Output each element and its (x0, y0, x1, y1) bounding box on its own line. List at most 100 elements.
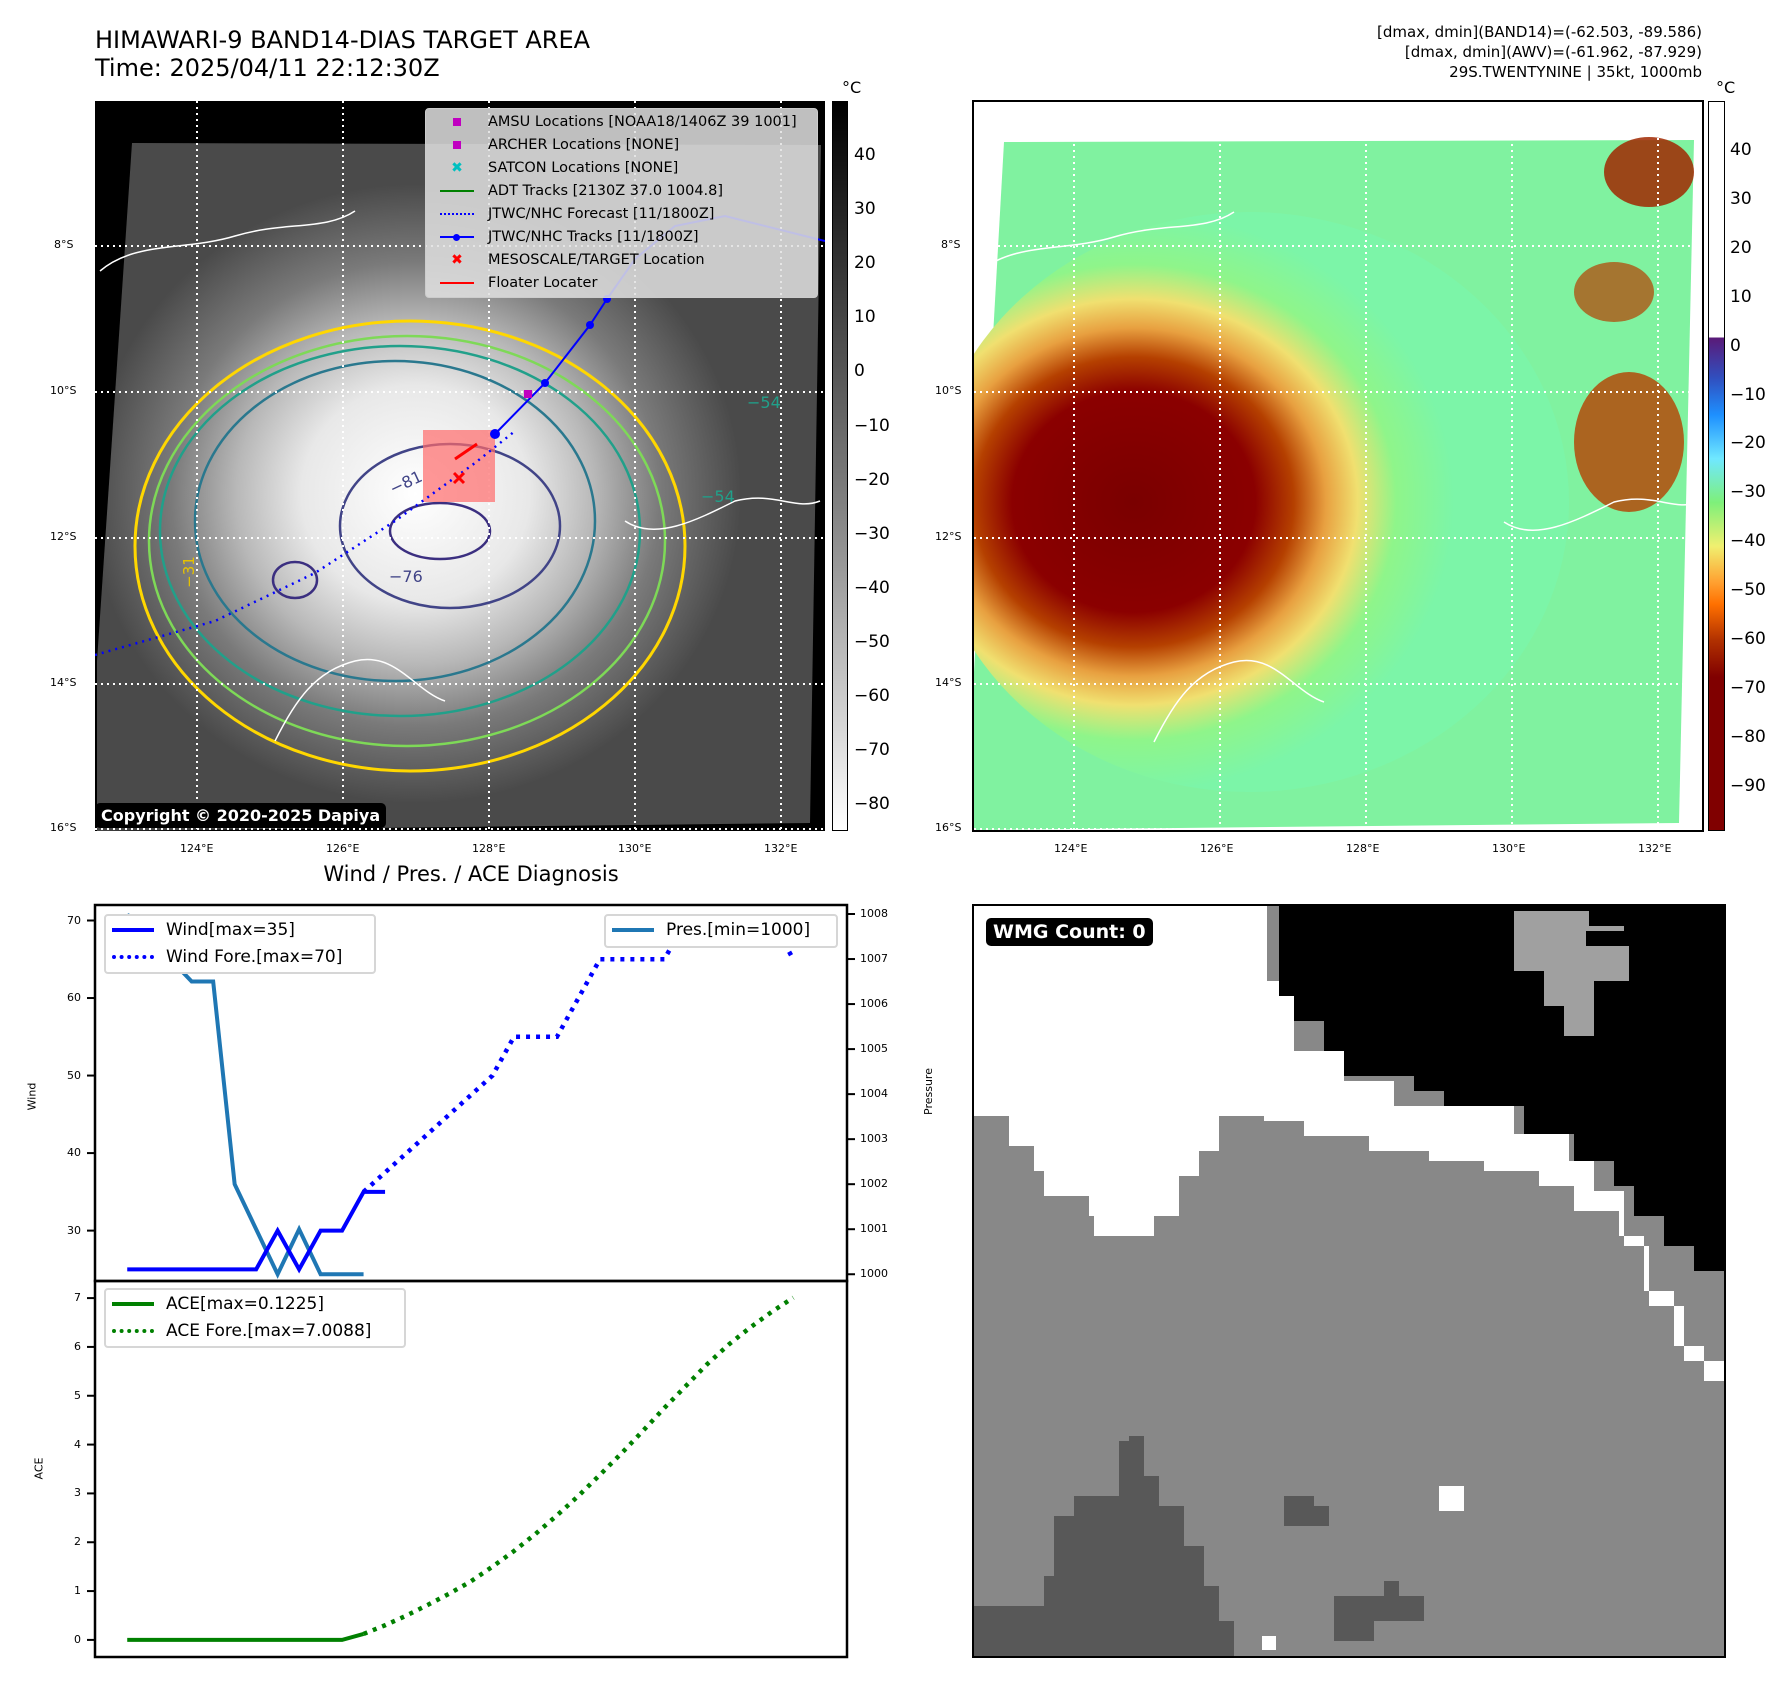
coastline (1153, 659, 1325, 743)
pressure-tick-label: 1006 (860, 997, 888, 1011)
right-awv-image (974, 102, 1702, 830)
copyright-badge: Copyright © 2020-2025 Dapiya (95, 803, 387, 828)
colorbar-tick: −30 (854, 523, 890, 544)
left-ir-map: −81 −76 −54 −54 −31 AMSU Locations [NOAA… (95, 101, 825, 831)
wmg-white-pixel (1439, 1486, 1464, 1511)
line-icon (440, 190, 474, 192)
ace-tick-label: 6 (74, 1339, 81, 1353)
wmg-panel: WMG Count: 0 (972, 904, 1726, 1658)
ace-legend: ACE[max=0.1225] ACE Fore.[max=7.0088] (104, 1288, 406, 1348)
contour-label: −54 (747, 393, 781, 412)
lon-tick: 126°E (326, 842, 360, 855)
lon-tick: 132°E (1638, 842, 1672, 855)
colorbar-tick: −20 (1730, 433, 1766, 454)
floater-box (423, 430, 495, 502)
legend-item-ace: ACE[max=0.1225] (106, 1290, 404, 1317)
legend-item-target: ✖ MESOSCALE/TARGET Location (426, 249, 704, 271)
legend-label: JTWC/NHC Tracks [11/1800Z] (488, 229, 699, 245)
ace-tick-label: 0 (74, 1632, 81, 1646)
pressure-tick-label: 1005 (860, 1042, 888, 1056)
colorbar-tick: −40 (1730, 531, 1766, 552)
dotted-line-icon (112, 954, 154, 959)
colorbar-tick: 20 (1730, 237, 1752, 258)
wind-tick-label: 30 (67, 1223, 81, 1237)
legend-label: Floater Locater (488, 275, 598, 291)
colorbar-tick: −50 (1730, 580, 1766, 601)
colorbar-tick: 30 (854, 199, 876, 220)
colorbar-tick: 10 (1730, 286, 1752, 307)
colorbar-tick: −40 (854, 577, 890, 598)
colorbar-tick: −90 (1730, 775, 1766, 796)
legend-item-adt: ADT Tracks [2130Z 37.0 1004.8] (426, 180, 723, 202)
legend-item-jtwc-tracks: JTWC/NHC Tracks [11/1800Z] (426, 226, 699, 248)
legend-item-wind: Wind[max=35] (106, 916, 374, 943)
wmg-darkgray-region (1284, 1496, 1329, 1526)
colorbar-tick: 0 (854, 361, 865, 382)
diagnosis-chart (87, 903, 855, 1659)
contour-teal (193, 359, 597, 683)
wmg-white-region (974, 906, 1724, 1381)
legend-label: Pres.[min=1000] (666, 919, 811, 940)
awv-cold-cloud (974, 212, 1569, 792)
contour-label: −31 (179, 556, 198, 588)
lon-tick: 130°E (1492, 842, 1526, 855)
pressure-legend: Pres.[min=1000] (604, 914, 838, 948)
pressure-tick-label: 1008 (860, 907, 888, 920)
right-colorbar (1708, 101, 1725, 831)
legend-item-satcon: ✖ SATCON Locations [NONE] (426, 157, 678, 179)
wind-tick-label: 50 (67, 1068, 81, 1082)
lat-tick: 12°S (50, 530, 77, 543)
x-marker-icon: ✖ (451, 252, 463, 268)
contour-label: −54 (701, 487, 735, 506)
ace-line (127, 1632, 365, 1642)
pressure-tick-label: 1001 (860, 1222, 888, 1236)
colorbar-tick: −30 (1730, 482, 1766, 503)
coastline (978, 211, 1235, 273)
legend-item-ace-forecast: ACE Fore.[max=7.0088] (106, 1317, 404, 1344)
lon-tick: 128°E (472, 842, 506, 855)
coastline (99, 210, 356, 272)
legend-label: SATCON Locations [NONE] (488, 160, 679, 176)
legend-item-archer: ARCHER Locations [NONE] (426, 134, 679, 156)
wind-tick-label: 60 (67, 991, 81, 1005)
awv-cell (1574, 262, 1654, 322)
coastline (624, 497, 821, 530)
lon-tick: 130°E (618, 842, 652, 855)
colorbar-tick: −70 (1730, 677, 1766, 698)
pressure-tick-label: 1002 (860, 1177, 888, 1191)
lat-tick: 10°S (50, 384, 77, 397)
awv-stats: [dmax, dmin](AWV)=(-61.962, -87.929) (1404, 43, 1702, 61)
left-map-title: HIMAWARI-9 BAND14-DIAS TARGET AREA (95, 26, 591, 54)
pressure-axis-label: Pressure (921, 1068, 935, 1115)
right-awv-map (972, 100, 1704, 832)
legend-item-floater: Floater Locater (426, 272, 597, 294)
colorbar-tick: 40 (1730, 140, 1752, 160)
wind-tick-label: 70 (67, 913, 81, 927)
jtwc-track-point (586, 321, 594, 329)
contour-lightgreen (147, 334, 667, 748)
square-marker-icon (453, 118, 461, 126)
contour-green (158, 344, 642, 718)
contour-inner (388, 501, 492, 561)
pressure-tick-label: 1007 (860, 952, 888, 966)
awv-cell (1604, 137, 1694, 207)
awv-cell (1574, 372, 1684, 512)
lat-tick: 16°S (935, 821, 962, 834)
lon-tick: 124°E (1054, 842, 1088, 855)
wmg-black-region (1267, 906, 1724, 1271)
ace-axis-label: ACE (32, 1457, 46, 1480)
colorbar-tick: 30 (1730, 188, 1752, 209)
x-marker-icon: ✖ (451, 160, 463, 176)
colorbar-tick: 10 (854, 307, 876, 328)
left-map-time: Time: 2025/04/11 22:12:30Z (95, 54, 440, 82)
pressure-tick-label: 1003 (860, 1132, 888, 1146)
coastline (1503, 498, 1700, 531)
ace-forecast-line (362, 1295, 795, 1637)
colorbar-tick: 0 (1730, 335, 1741, 356)
wmg-white-pixel (1262, 1636, 1276, 1650)
wmg-darkgray-region (1334, 1581, 1424, 1641)
legend-item-pressure: Pres.[min=1000] (606, 916, 836, 943)
amsu-location (524, 390, 532, 398)
lon-tick: 132°E (764, 842, 798, 855)
ace-tick-label: 3 (74, 1486, 81, 1500)
